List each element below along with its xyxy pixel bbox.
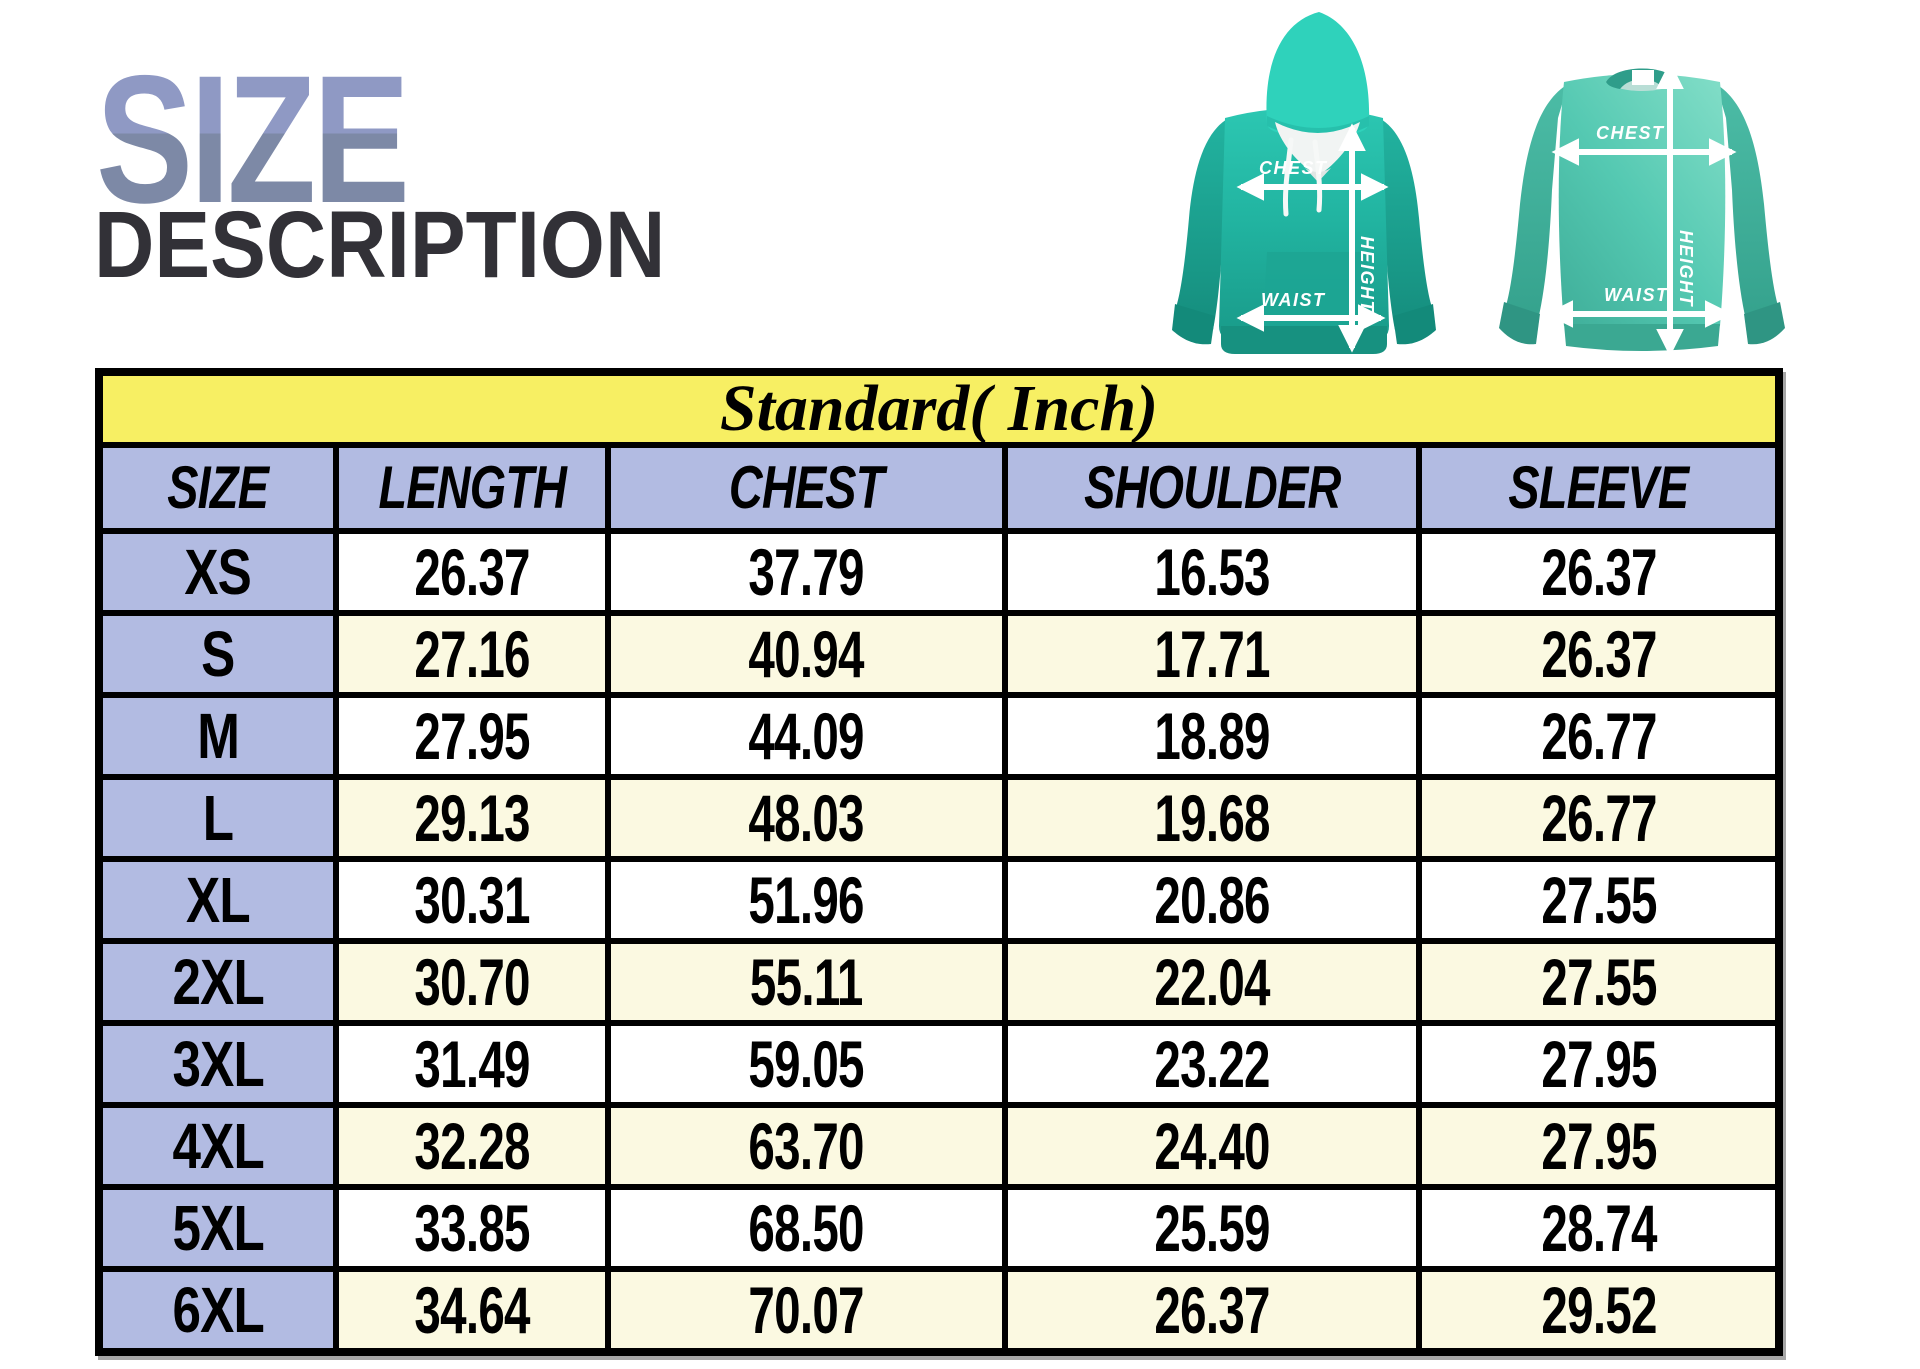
sweatshirt-chest-label: CHEST [1596,123,1665,143]
shoulder-cell: 23.22 [1001,1020,1423,1108]
shoulder-cell: 16.53 [1001,528,1423,616]
length-cell: 27.95 [332,692,612,780]
size-cell: 4XL [96,1102,339,1190]
length-cell: 29.13 [332,774,612,862]
table-row-xs: XS 26.37 37.79 16.53 26.37 [96,528,1782,616]
size-cell: M [96,692,339,780]
col-header-sleeve: SLEEVE [1416,442,1782,534]
table-row-xl: XL 30.31 51.96 20.86 27.55 [96,856,1782,944]
chest-cell: 37.79 [605,528,1008,616]
size-chart-table: Standard( Inch) SIZE LENGTH CHEST SHOULD… [95,368,1783,1356]
hoodie-chest-label: CHEST [1259,158,1328,178]
size-cell: S [96,610,339,698]
col-header-length: LENGTH [332,442,612,534]
chest-cell: 48.03 [605,774,1008,862]
length-cell: 34.64 [332,1266,612,1355]
hoodie-measurement-image: CHEST HEIGHT WAIST [1172,12,1436,354]
shoulder-cell: 24.40 [1001,1102,1423,1190]
length-cell: 26.37 [332,528,612,616]
shoulder-cell: 22.04 [1001,938,1423,1026]
sweatshirt-waist-label: WAIST [1604,285,1669,305]
size-cell: 3XL [96,1020,339,1108]
length-cell: 30.31 [332,856,612,944]
table-row-5xl: 5XL 33.85 68.50 25.59 28.74 [96,1184,1782,1272]
sleeve-cell: 27.55 [1416,856,1782,944]
sleeve-cell: 29.52 [1416,1266,1782,1355]
sleeve-cell: 27.95 [1416,1020,1782,1108]
chest-cell: 59.05 [605,1020,1008,1108]
col-header-label: SIZE [167,454,269,521]
sleeve-cell: 26.37 [1416,610,1782,698]
header-row: SIZE LENGTH CHEST SHOULDER SLEEVE [96,442,1782,534]
chest-cell: 40.94 [605,610,1008,698]
col-header-size: SIZE [96,442,339,534]
chest-cell: 68.50 [605,1184,1008,1272]
banner-cell: Standard( Inch) [96,369,1782,448]
col-header-label: SLEEVE [1508,454,1690,521]
chest-cell: 70.07 [605,1266,1008,1355]
hoodie-sleeve [1172,118,1229,345]
length-cell: 33.85 [332,1184,612,1272]
shoulder-cell: 20.86 [1001,856,1423,944]
banner-text: Standard( Inch) [719,372,1159,445]
col-header-chest: CHEST [605,442,1008,534]
size-cell: 2XL [96,938,339,1026]
size-cell: L [96,774,339,862]
sleeve-cell: 26.37 [1416,528,1782,616]
table-row-l: L 29.13 48.03 19.68 26.77 [96,774,1782,862]
table-row-6xl: 6XL 34.64 70.07 26.37 29.52 [96,1266,1782,1355]
table-row-4xl: 4XL 32.28 63.70 24.40 27.95 [96,1102,1782,1190]
length-cell: 27.16 [332,610,612,698]
size-cell: 5XL [96,1184,339,1272]
table-row-s: S 27.16 40.94 17.71 26.37 [96,610,1782,698]
sleeve-cell: 26.77 [1416,774,1782,862]
chest-cell: 44.09 [605,692,1008,780]
shoulder-cell: 25.59 [1001,1184,1423,1272]
length-cell: 32.28 [332,1102,612,1190]
sleeve-cell: 28.74 [1416,1184,1782,1272]
col-header-label: LENGTH [378,454,566,521]
length-cell: 31.49 [332,1020,612,1108]
table-row-m: M 27.95 44.09 18.89 26.77 [96,692,1782,780]
sweatshirt-measurement-image: CHEST HEIGHT WAIST [1499,61,1785,357]
chest-cell: 55.11 [605,938,1008,1026]
page-title-size: SIZE [96,37,410,241]
shoulder-cell: 18.89 [1001,692,1423,780]
length-cell: 30.70 [332,938,612,1026]
sleeve-cell: 27.95 [1416,1102,1782,1190]
shoulder-cell: 17.71 [1001,610,1423,698]
page-title-description: DESCRIPTION [94,192,666,298]
size-cell: 6XL [96,1266,339,1355]
banner-row: Standard( Inch) [96,369,1782,448]
size-cell: XS [96,528,339,616]
sweatshirt-sleeve [1716,84,1785,345]
sleeve-cell: 26.77 [1416,692,1782,780]
size-cell: XL [96,856,339,944]
hoodie-sleeve [1379,118,1436,345]
table-row-3xl: 3XL 31.49 59.05 23.22 27.95 [96,1020,1782,1108]
sweatshirt-height-label: HEIGHT [1676,230,1696,308]
table-row-2xl: 2XL 30.70 55.11 22.04 27.55 [96,938,1782,1026]
col-header-shoulder: SHOULDER [1001,442,1423,534]
sweatshirt-sleeve [1499,84,1568,345]
col-header-label: SHOULDER [1083,454,1341,521]
hoodie-height-label: HEIGHT [1357,236,1377,314]
sweatshirt-tag [1632,70,1654,85]
sleeve-cell: 27.55 [1416,938,1782,1026]
hoodie-hood [1266,12,1370,137]
hoodie-hem [1221,326,1387,354]
hoodie-waist-label: WAIST [1261,290,1326,310]
shoulder-cell: 26.37 [1001,1266,1423,1355]
chest-cell: 63.70 [605,1102,1008,1190]
col-header-label: CHEST [728,454,885,521]
chest-cell: 51.96 [605,856,1008,944]
shoulder-cell: 19.68 [1001,774,1423,862]
